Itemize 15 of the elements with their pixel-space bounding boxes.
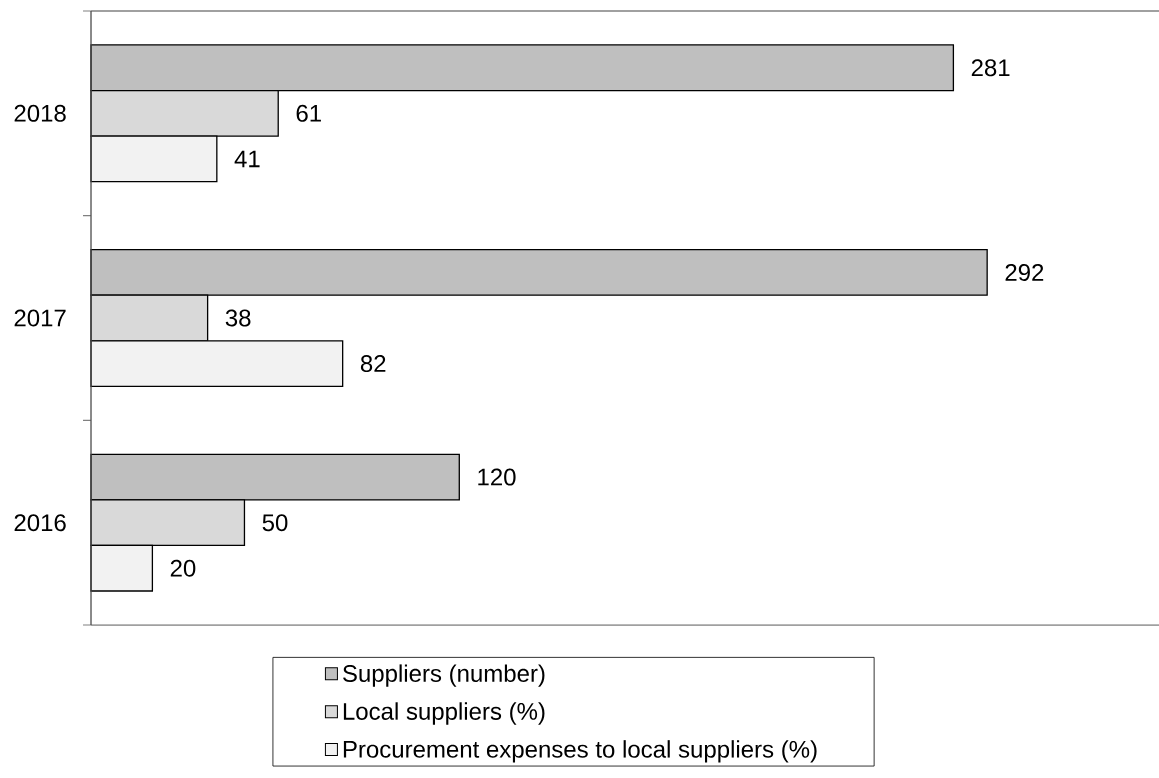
data-label: 50 [262,514,288,532]
legend-label: Procurement expenses to local suppliers (%) [343,740,817,763]
legend-label: Suppliers (number) [343,664,545,687]
data-label: 41 [234,150,260,168]
data-label: 120 [478,468,516,486]
y-tick-label: 2016 [14,514,66,532]
data-label: 20 [170,559,196,577]
legend-label: Local suppliers (%) [343,702,545,725]
y-tick-label: 2017 [14,309,66,327]
data-label: 61 [296,104,321,122]
y-tick-label: 2018 [14,104,66,122]
data-label: 281 [971,59,1010,77]
data-label: 292 [1005,263,1044,281]
data-label: 38 [225,309,251,327]
data-label: 82 [360,355,386,373]
